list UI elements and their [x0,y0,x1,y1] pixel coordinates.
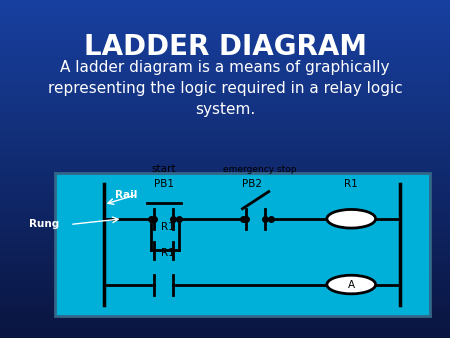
Text: R1: R1 [344,179,358,189]
Text: A ladder diagram is a means of graphically
representing the logic required in a : A ladder diagram is a means of graphical… [48,60,402,117]
Text: R1: R1 [161,248,175,258]
Text: start: start [152,164,176,174]
Text: A: A [348,280,355,290]
Text: Rung: Rung [29,219,59,230]
Ellipse shape [327,210,376,228]
Text: Rail: Rail [115,190,137,200]
Bar [55,173,430,316]
Ellipse shape [327,275,376,294]
Text: R1: R1 [161,222,175,232]
Text: PB2: PB2 [242,179,262,189]
Text: emergency stop: emergency stop [223,165,296,174]
Text: PB1: PB1 [154,179,174,189]
Text: LADDER DIAGRAM: LADDER DIAGRAM [84,33,366,61]
